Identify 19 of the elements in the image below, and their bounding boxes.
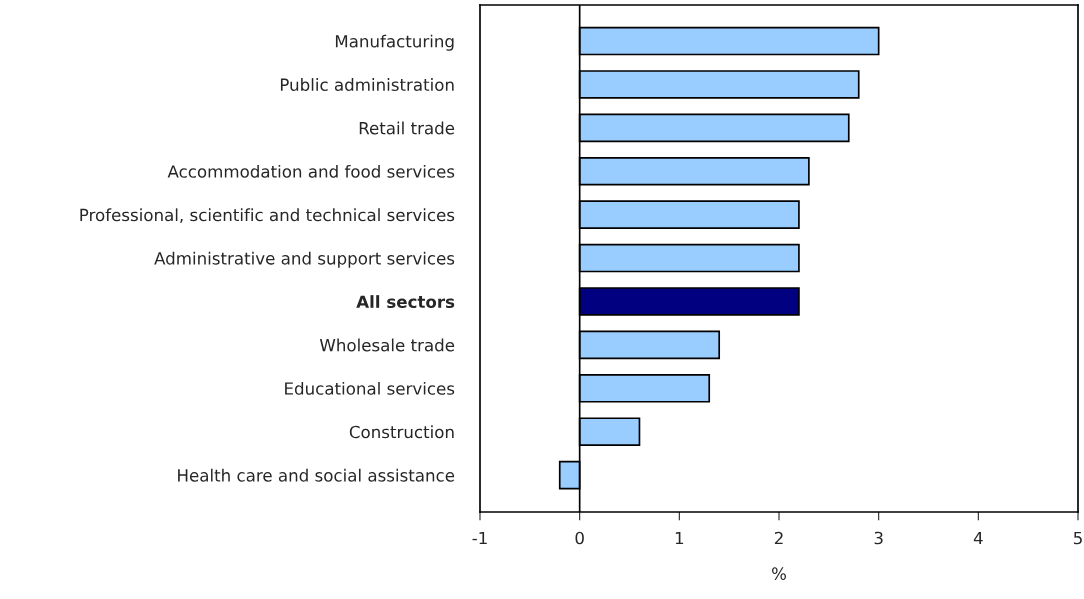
x-tick-label: 1 [675, 531, 684, 545]
x-tick-label: 2 [774, 531, 783, 545]
y-tick-label: Manufacturing [335, 34, 454, 51]
x-tick-label: -1 [472, 531, 487, 545]
y-tick-label: Educational services [285, 381, 455, 395]
y-tick-label: Wholesale trade [319, 338, 455, 352]
y-tick-label: All sectors [356, 295, 455, 309]
y-tick-label: Accommodation and food services [167, 164, 455, 178]
y-tick-label: Public administration [280, 78, 454, 91]
y-tick-label: Retail trade [359, 121, 455, 135]
x-tick-label: 3 [874, 531, 883, 545]
x-tick-label: 0 [575, 531, 584, 545]
y-tick-label: Health care and social assistance [178, 468, 455, 482]
y-tick-label: Construction [349, 425, 454, 439]
y-tick-label: Professional, scientific and technical services [80, 208, 455, 223]
y-tick-label: Administrative and support services [154, 251, 455, 268]
x-tick-label: 4 [973, 531, 983, 545]
x-tick-label: 5 [1073, 531, 1082, 545]
x-axis-title: % [772, 567, 786, 580]
